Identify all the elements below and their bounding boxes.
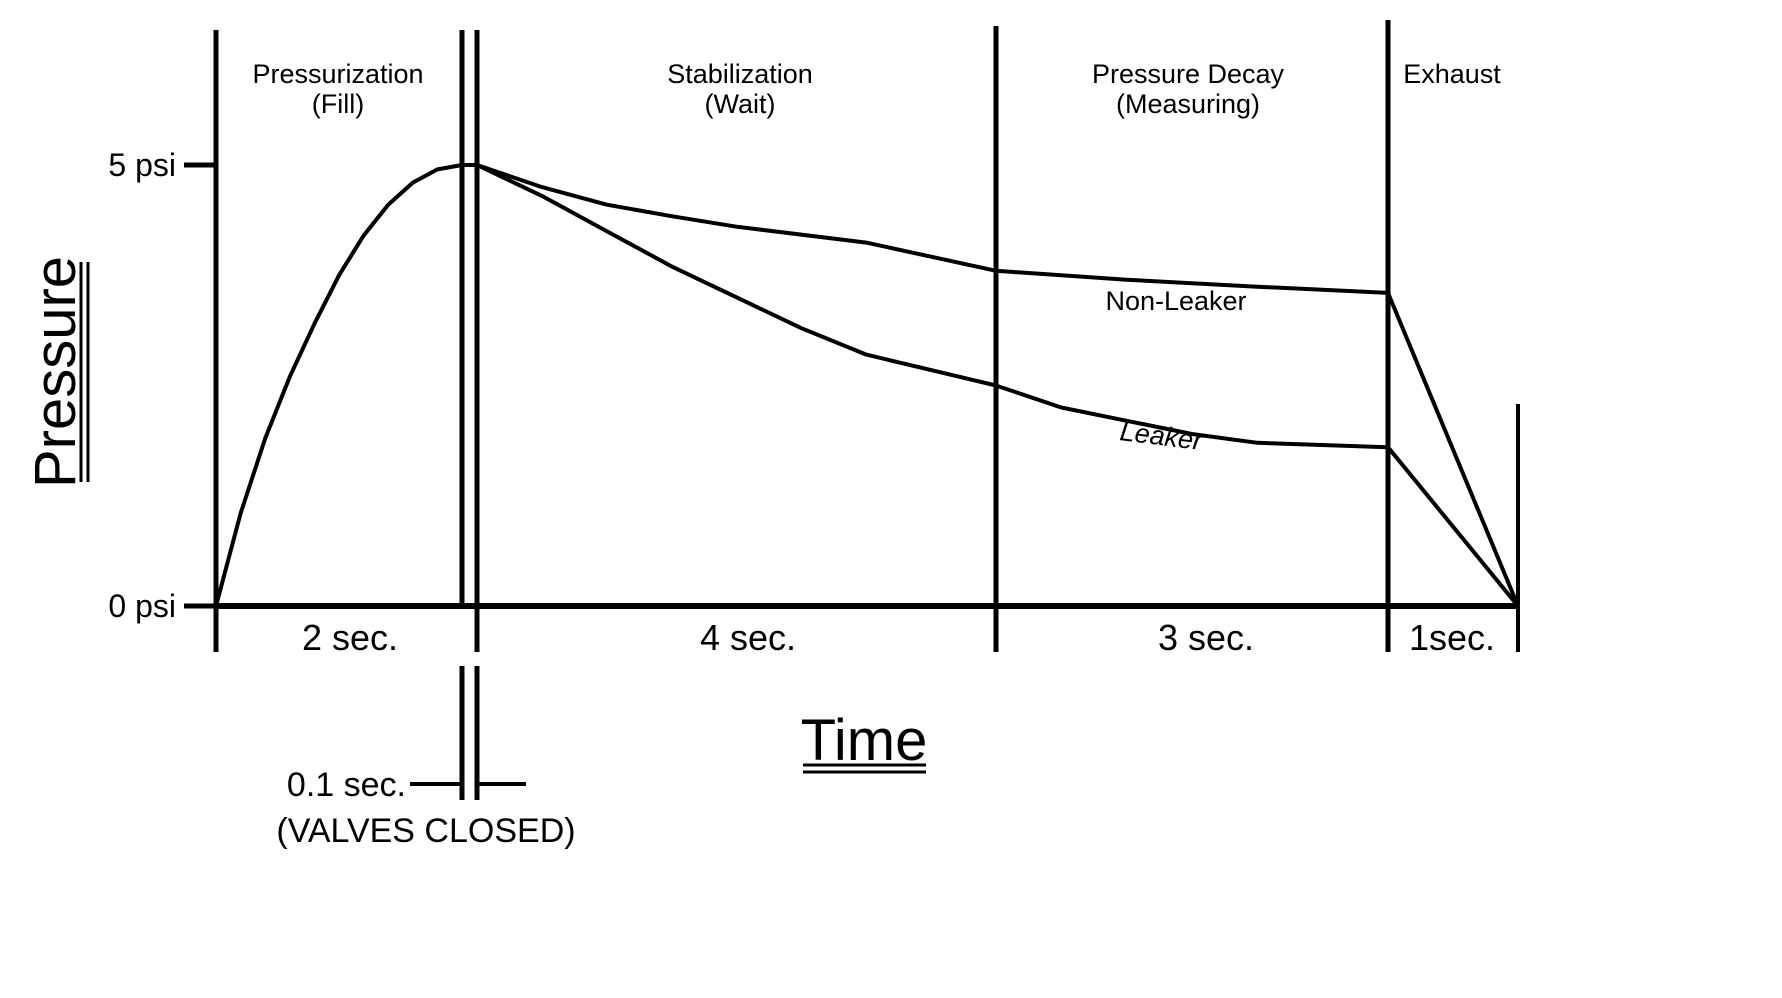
- duration-label-exhaust: 1sec.: [1409, 617, 1495, 658]
- curve-leaker: [476, 163, 1520, 608]
- valve-closure-callout: 0.1 sec. (VALVES CLOSED): [276, 666, 576, 850]
- phase-dividers: [459, 20, 1391, 652]
- curve-non-leaker: [476, 163, 1520, 607]
- phase-label-pressurization: Pressurization: [252, 59, 423, 89]
- curve-fill: [214, 163, 477, 607]
- phase-labels: Pressurization(Fill) Stabilization(Wait) P…: [252, 59, 1501, 119]
- axes: [213, 30, 1520, 652]
- duration-label-pressure-decay: 3 sec.: [1158, 617, 1254, 658]
- x-axis-title: Time: [801, 708, 928, 773]
- pressure-curves: [214, 163, 1520, 608]
- leaker-label: Leaker: [1118, 416, 1205, 456]
- phase-sublabel-pressurization: (Fill): [312, 89, 364, 119]
- phase-sublabel-pressure-decay: (Measuring): [1116, 89, 1260, 119]
- phase-sublabel-stabilization: (Wait): [705, 89, 776, 119]
- phase-label-exhaust: Exhaust: [1403, 59, 1501, 89]
- y-tick-label-0: 0 psi: [108, 588, 176, 624]
- y-tick-label-1: 5 psi: [108, 147, 176, 183]
- y-ticks: 0 psi 5 psi: [108, 147, 216, 624]
- duration-label-stabilization: 4 sec.: [700, 617, 796, 658]
- duration-labels: 2 sec. 4 sec. 3 sec. 1sec.: [302, 617, 1495, 658]
- phase-label-pressure-decay: Pressure Decay: [1092, 59, 1285, 89]
- valves-closed-label: (VALVES CLOSED): [276, 812, 575, 850]
- phase-label-stabilization: Stabilization: [667, 59, 813, 89]
- valve-duration-label: 0.1 sec.: [287, 766, 406, 804]
- non-leaker-label: Non-Leaker: [1105, 286, 1246, 316]
- y-axis-title: Pressure: [23, 256, 88, 488]
- duration-label-pressurization: 2 sec.: [302, 617, 398, 658]
